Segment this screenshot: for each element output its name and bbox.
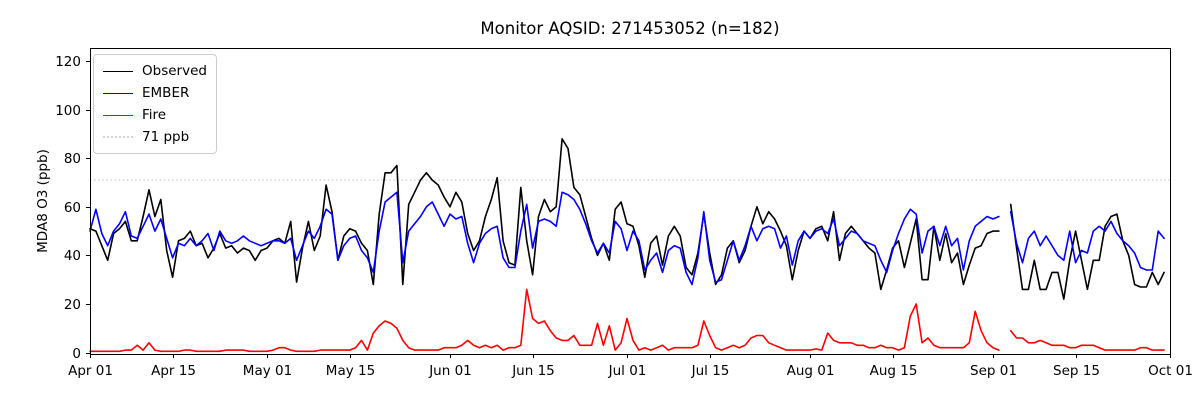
x-tick-label: Aug 01 <box>787 363 835 379</box>
y-tick-label: 0 <box>72 346 81 362</box>
fire-line-sample-icon <box>103 114 133 116</box>
y-tick-label: 20 <box>64 297 81 313</box>
x-tick-label: May 15 <box>326 363 375 379</box>
y-tick-label: 100 <box>55 103 81 119</box>
x-tick-label: Oct 01 <box>1148 363 1193 379</box>
chart-title: Monitor AQSID: 271453052 (n=182) <box>480 19 780 38</box>
x-tick-label: May 01 <box>243 363 292 379</box>
series-observed-line <box>89 138 1165 300</box>
x-tick-label: Aug 15 <box>870 363 918 379</box>
legend-item-observed: Observed <box>103 60 207 82</box>
x-tick-label: Sep 01 <box>970 363 1017 379</box>
x-tick-label: Jul 01 <box>608 363 647 379</box>
y-tick-label: 40 <box>64 248 81 264</box>
y-axis-label: MDA8 O3 (ppb) <box>35 149 51 253</box>
x-tick-label: Jul 15 <box>691 363 730 379</box>
legend-item-ember: EMBER <box>103 82 207 104</box>
legend-item-threshold: 71 ppb <box>103 126 207 148</box>
legend: Observed EMBER Fire 71 ppb <box>93 54 217 154</box>
x-tick-label: Jun 15 <box>511 363 555 379</box>
threshold-line-sample-icon <box>103 136 133 138</box>
legend-label-observed: Observed <box>142 63 207 79</box>
legend-item-fire: Fire <box>103 104 207 126</box>
y-tick-label: 120 <box>55 54 81 70</box>
legend-label-threshold: 71 ppb <box>142 129 190 145</box>
legend-label-ember: EMBER <box>142 85 190 101</box>
x-tick-label: Sep 15 <box>1053 363 1100 379</box>
x-tick-label: Apr 01 <box>68 363 113 379</box>
axes-frame <box>90 48 1171 355</box>
y-tick-label: 80 <box>64 151 81 167</box>
y-tick-label: 60 <box>64 200 81 216</box>
series-ember-line <box>89 191 1165 286</box>
series-fire-line <box>89 288 1165 353</box>
x-tick-label: Apr 15 <box>151 363 196 379</box>
legend-label-fire: Fire <box>142 107 167 123</box>
ember-line-sample-icon <box>103 92 133 94</box>
observed-line-sample-icon <box>103 70 133 72</box>
x-tick-label: Jun 01 <box>428 363 472 379</box>
